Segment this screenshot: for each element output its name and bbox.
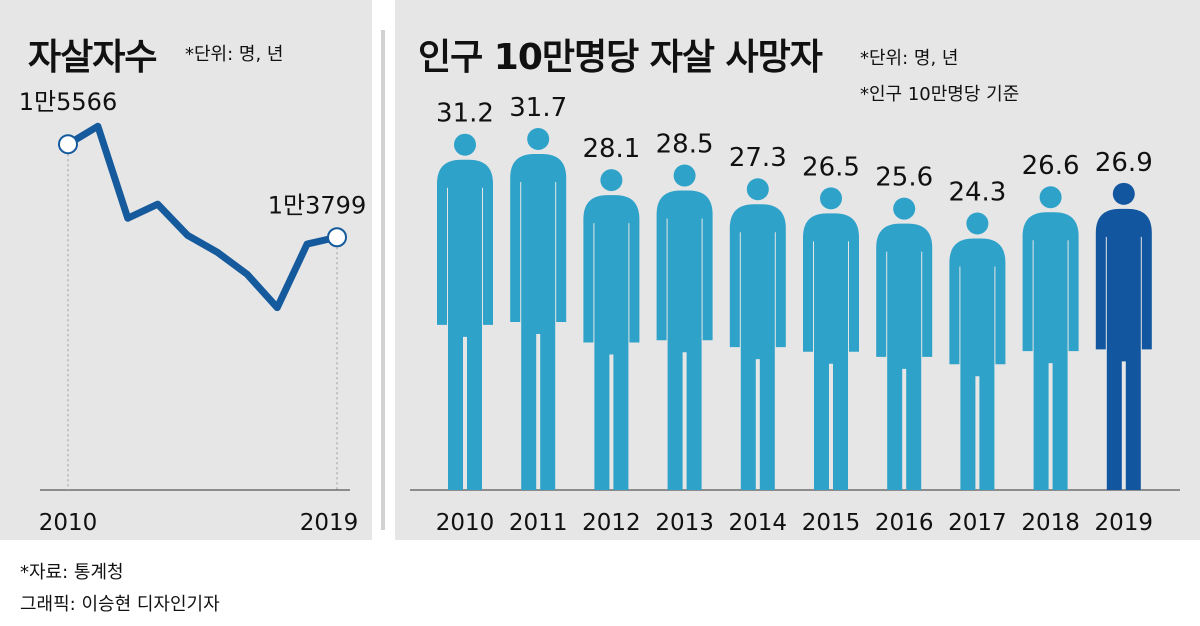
person-head-2013	[673, 164, 696, 187]
person-body-2013	[656, 190, 713, 490]
person-body-2018	[1022, 212, 1079, 490]
data-point-2010	[58, 134, 78, 155]
data-point-2018	[304, 241, 311, 248]
value-label-2012: 28.1	[582, 134, 640, 164]
series-line	[64, 122, 341, 312]
value-label-2013: 28.5	[656, 130, 714, 160]
right-unit-note: *단위: 명, 년	[860, 48, 959, 69]
person-body-2019	[1095, 208, 1152, 490]
left-unit-note: *단위: 명, 년	[185, 44, 284, 65]
value-label-2017: 24.3	[948, 178, 1006, 208]
person-bar-chart: 31.2 2010 31.7 2011 28.1 2012 28.5 2013 27.3 2014…	[410, 93, 1180, 536]
person-head-2011	[527, 128, 550, 150]
data-point-2019	[327, 227, 347, 248]
person-head-2016	[893, 197, 916, 220]
data-point-2014	[184, 232, 191, 239]
x-tick-label-2017: 2017	[948, 510, 1007, 536]
person-body-2011	[510, 154, 567, 490]
data-point-2013	[154, 201, 161, 208]
x-tick-label-2016: 2016	[875, 510, 934, 536]
x-tick-label-2018: 2018	[1021, 510, 1080, 536]
person-icon-2015	[803, 187, 859, 490]
panel-divider	[381, 30, 385, 530]
person-icon-2019	[1095, 182, 1152, 490]
person-head-2015	[820, 187, 842, 210]
data-point-2017	[274, 304, 281, 311]
data-point-2011	[94, 123, 101, 130]
data-point-2015	[214, 249, 221, 256]
person-body-2012	[583, 195, 640, 490]
person-icon-2016	[876, 197, 933, 490]
person-body-2015	[803, 213, 859, 490]
x-tick-label-2014: 2014	[729, 510, 788, 536]
value-label-2015: 26.5	[802, 152, 860, 182]
person-icon-2017	[949, 212, 1006, 490]
right-chart-title: 인구 10만명당 자살 사망자	[418, 37, 823, 78]
person-head-2018	[1039, 186, 1062, 209]
person-body-2010	[437, 159, 493, 490]
right-basis-note: *인구 10만명당 기준	[860, 84, 1020, 105]
data-point-2012	[124, 215, 131, 222]
person-head-2012	[600, 169, 623, 192]
person-body-2014	[729, 204, 786, 490]
value-label-2010: 1만5566	[19, 88, 117, 116]
person-icon-2014	[729, 178, 786, 490]
value-label-2010: 31.2	[436, 99, 494, 129]
person-head-2019	[1112, 182, 1135, 205]
person-head-2010	[454, 133, 476, 156]
data-point-2016	[244, 271, 251, 278]
left-chart-title: 자살자수	[28, 37, 157, 78]
x-tick-label-2012: 2012	[582, 510, 641, 536]
person-icon-2010	[437, 133, 493, 490]
x-tick-label-2010: 2010	[436, 510, 495, 536]
x-tick-label-2013: 2013	[655, 510, 714, 536]
value-label-2018: 26.6	[1022, 151, 1080, 181]
x-tick-label-2019: 2019	[300, 510, 359, 536]
person-body-2017	[949, 238, 1006, 490]
value-label-2011: 31.7	[509, 93, 567, 123]
x-tick-label-2019: 2019	[1095, 510, 1154, 536]
value-label-2019: 1만3799	[268, 191, 366, 219]
value-label-2019: 26.9	[1095, 148, 1153, 178]
suicide-count-panel	[0, 0, 372, 540]
person-icon-2011	[510, 128, 567, 490]
x-tick-label-2015: 2015	[802, 510, 861, 536]
x-tick-label-2011: 2011	[509, 510, 568, 536]
person-icon-2012	[583, 169, 640, 490]
person-head-2017	[966, 212, 989, 235]
person-body-2016	[876, 223, 933, 490]
value-label-2016: 25.6	[875, 163, 933, 193]
person-head-2014	[746, 178, 769, 201]
person-icon-2018	[1022, 186, 1079, 490]
graphic-credit: 그래픽: 이승현 디자인기자	[20, 594, 220, 615]
x-tick-label-2010: 2010	[39, 510, 98, 536]
line-chart: 1만5566 1만3799 2010 2019	[19, 88, 366, 536]
person-icon-2013	[656, 164, 713, 490]
value-label-2014: 27.3	[729, 143, 787, 173]
source-note: *자료: 통계청	[20, 562, 124, 583]
